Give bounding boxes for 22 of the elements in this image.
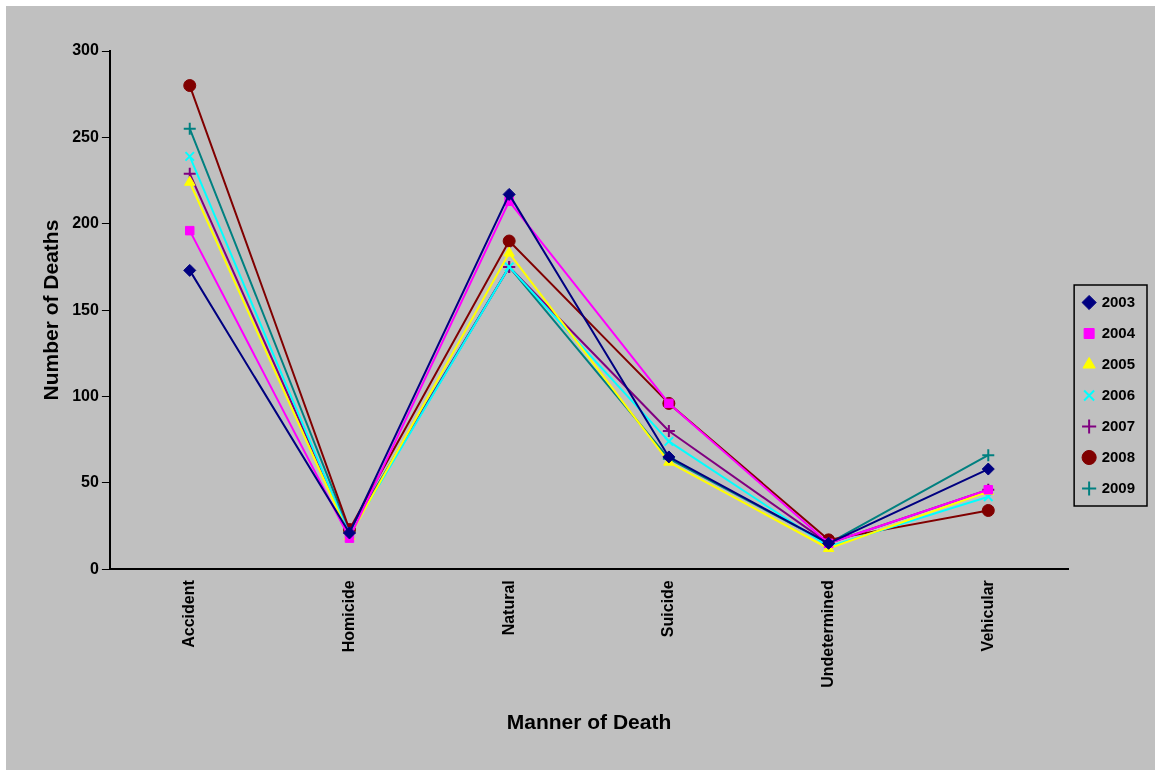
x-tick-label: Accident [180, 579, 198, 648]
x-tick-label: Homicide [339, 580, 357, 653]
legend-label: 2004 [1101, 323, 1136, 341]
legend-label: 2005 [1101, 354, 1136, 372]
legend-label: 2006 [1101, 385, 1136, 403]
x-tick-label: Vehicular [978, 580, 996, 652]
y-tick-label: 300 [72, 41, 99, 59]
legend-label: 2003 [1101, 292, 1136, 310]
y-tick-label: 150 [72, 300, 99, 318]
y-axis-title: Number of Deaths [39, 219, 63, 401]
legend-label: 2009 [1101, 478, 1136, 496]
x-axis-title: Manner of Death [506, 710, 672, 734]
legend-label: 2008 [1101, 447, 1136, 465]
x-tick-label: Natural [499, 580, 517, 636]
legend-label: 2007 [1101, 416, 1136, 434]
y-tick-label: 200 [72, 214, 99, 232]
y-tick-label: 100 [72, 386, 99, 404]
x-tick-label: Suicide [659, 580, 677, 638]
y-tick-label: 250 [72, 127, 99, 145]
x-tick-label: Undetermined [818, 580, 836, 688]
y-tick-label: 0 [89, 559, 99, 577]
y-tick-label: 50 [81, 473, 99, 491]
